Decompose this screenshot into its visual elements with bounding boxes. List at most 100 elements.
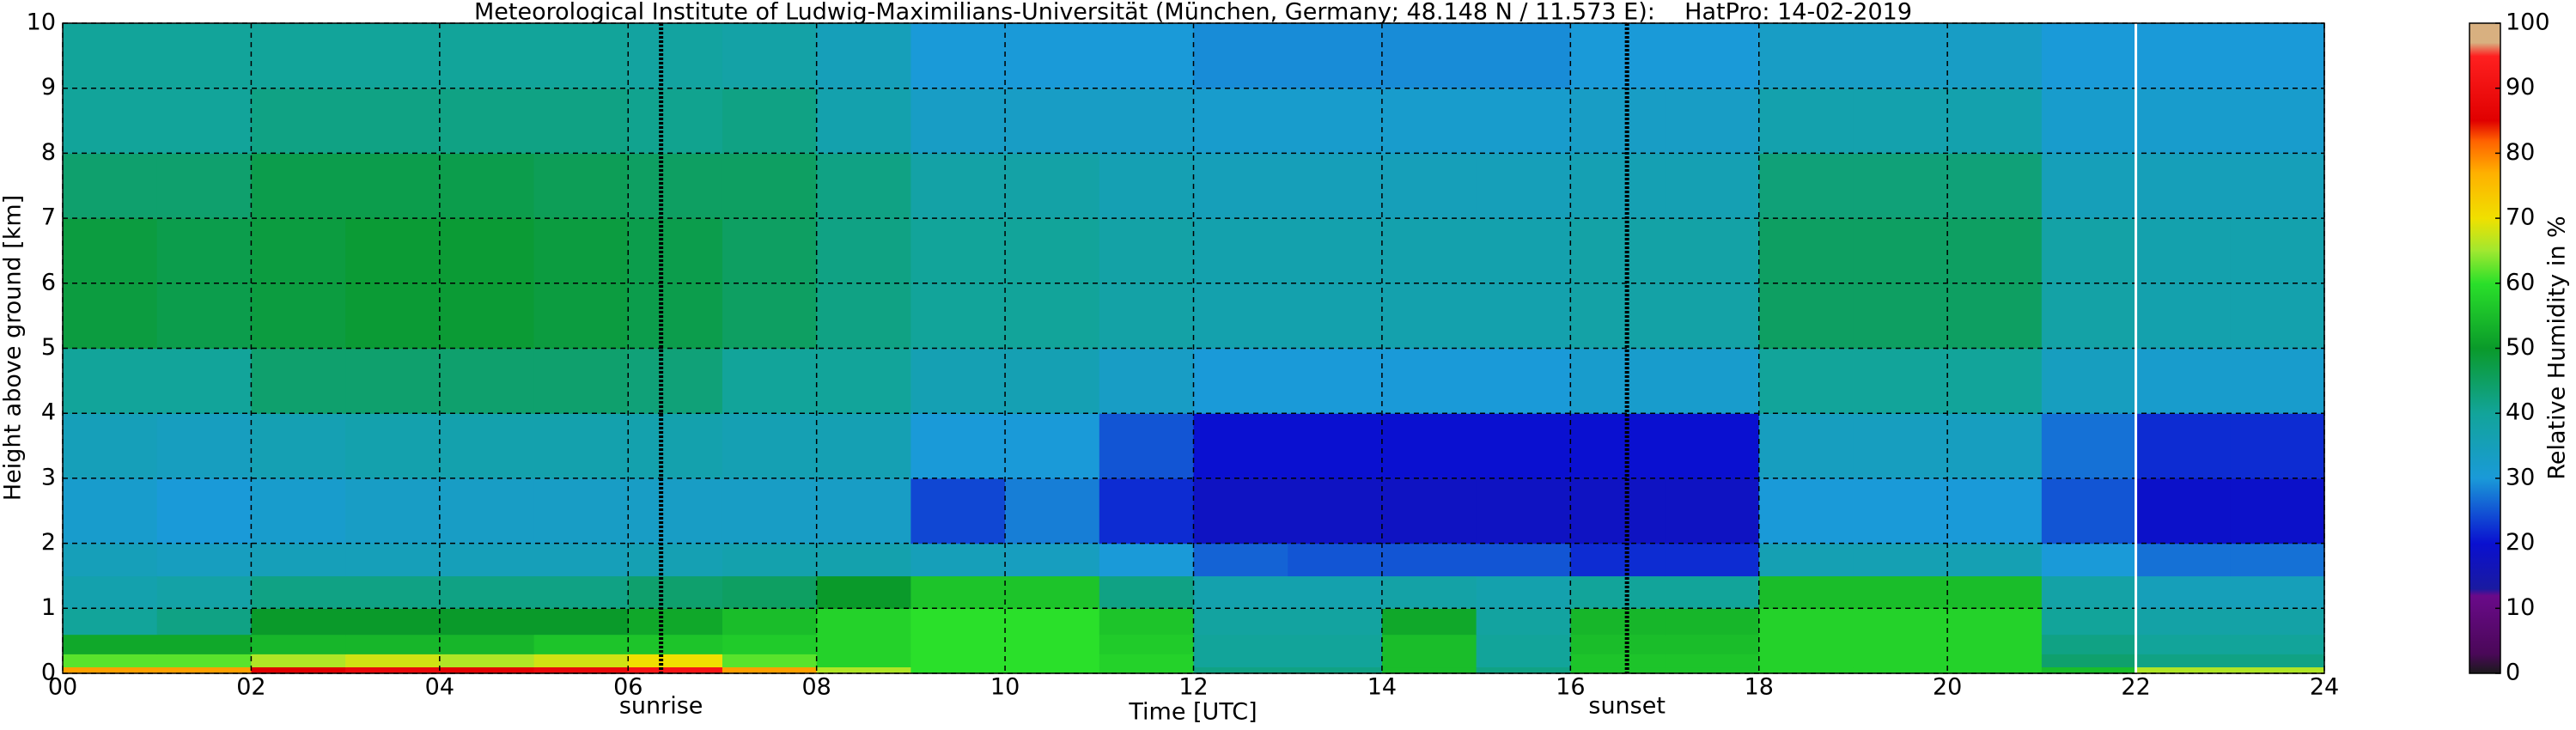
colorbar-segment <box>2469 595 2500 654</box>
heatmap-cell <box>1381 575 1477 609</box>
heatmap-cell <box>1193 543 1288 577</box>
heatmap-cell <box>345 575 441 609</box>
heatmap-cell <box>1288 654 1383 668</box>
heatmap-cell <box>2230 666 2325 674</box>
heatmap-cell <box>156 348 253 414</box>
heatmap-cell <box>63 23 158 89</box>
heatmap-cell <box>2135 666 2231 674</box>
heatmap-cell <box>2230 88 2325 154</box>
colorbar-segment <box>2469 588 2500 596</box>
heatmap-cell <box>439 413 535 479</box>
heatmap-cell <box>251 543 346 577</box>
heatmap-cell <box>2041 654 2137 668</box>
colorbar-segment <box>2469 173 2500 219</box>
heatmap-cell <box>533 654 629 668</box>
heatmap-cell <box>1853 413 1948 479</box>
heatmap-cell <box>1381 654 1477 668</box>
heatmap-cell <box>439 608 535 636</box>
y-tick-label: 5 <box>41 334 56 361</box>
heatmap-cell <box>628 413 723 479</box>
heatmap-cell <box>1193 88 1288 154</box>
heatmap-cell <box>63 575 158 609</box>
heatmap-cell <box>1476 634 1571 654</box>
heatmap-cell <box>533 634 629 654</box>
heatmap-cell <box>2041 478 2137 544</box>
y-tick-label: 8 <box>41 139 56 166</box>
heatmap-cell <box>439 88 535 154</box>
heatmap-cell <box>910 23 1006 89</box>
heatmap-cell <box>1381 23 1477 89</box>
heatmap-cell <box>251 23 346 89</box>
heatmap-cell <box>1758 23 1854 89</box>
heatmap-cell <box>533 153 629 219</box>
colorbar-tick-label: 50 <box>2506 334 2535 361</box>
heatmap-cell <box>722 23 818 89</box>
heatmap-cell <box>1758 413 1854 479</box>
heatmap-cell <box>1005 608 1100 636</box>
heatmap-cell <box>533 413 629 479</box>
y-tick-label: 3 <box>41 464 56 490</box>
heatmap-cell <box>1381 153 1477 219</box>
heatmap-cell <box>2041 23 2137 89</box>
x-axis-label: Time [UTC] <box>1128 699 1257 726</box>
heatmap-cell <box>2041 413 2137 479</box>
heatmap-cell <box>1099 413 1195 479</box>
heatmap-cell <box>1947 608 2043 636</box>
heatmap-cell <box>345 654 441 668</box>
x-tick-label: 02 <box>236 674 265 701</box>
heatmap-cell <box>816 413 911 479</box>
colorbar-tick-label: 10 <box>2506 594 2535 621</box>
heatmap-cell <box>63 153 158 219</box>
heatmap-cell <box>2041 88 2137 154</box>
heatmap-cell <box>1193 575 1288 609</box>
colorbar-tick-label: 40 <box>2506 399 2535 426</box>
heatmap-cell <box>628 478 723 544</box>
heatmap-cell <box>1288 413 1383 479</box>
heatmap-cell <box>533 666 629 674</box>
heatmap-cell <box>439 348 535 414</box>
heatmap-cell <box>63 348 158 414</box>
heatmap-cell <box>1947 88 2043 154</box>
heatmap-cell <box>1665 348 1760 414</box>
heatmap-cell <box>439 153 535 219</box>
heatmap-cell <box>910 654 1006 668</box>
heatmap-cell <box>2135 348 2231 414</box>
heatmap-cell <box>816 348 911 414</box>
heatmap-cell <box>628 666 723 674</box>
heatmap-cell <box>1758 543 1854 577</box>
heatmap-cell <box>2135 634 2231 654</box>
heatmap-cell <box>1853 575 1948 609</box>
colorbar-tick-label: 30 <box>2506 464 2535 490</box>
heatmap-cell <box>439 543 535 577</box>
heatmap-cell <box>628 543 723 577</box>
plot-frame <box>62 22 2325 674</box>
heatmap-cell <box>2230 478 2325 544</box>
heatmap-cell <box>1193 153 1288 219</box>
heatmap-cell <box>1665 634 1760 654</box>
heatmap-cell <box>2135 654 2231 668</box>
heatmap-cell <box>2041 634 2137 654</box>
colorbar-segment <box>2469 23 2500 44</box>
heatmap-cell <box>1853 348 1948 414</box>
heatmap-cell <box>910 88 1006 154</box>
heatmap-cell <box>816 478 911 544</box>
heatmap-cell <box>1853 153 1948 219</box>
heatmap-cell <box>2230 23 2325 89</box>
heatmap-cell <box>345 634 441 654</box>
colorbar-segment <box>2469 543 2500 590</box>
heatmap-cell <box>1099 634 1195 654</box>
colorbar-label: Relative Humidity in % <box>2544 216 2571 479</box>
y-tick-label: 6 <box>41 269 56 295</box>
heatmap-cell <box>251 634 346 654</box>
heatmap-cell <box>156 413 253 479</box>
heatmap-cell <box>1193 413 1288 479</box>
x-tick-label: 24 <box>2310 674 2339 701</box>
heatmap-cell <box>345 153 441 219</box>
heatmap-cell <box>1005 634 1100 654</box>
y-tick-label: 0 <box>41 660 56 686</box>
heatmap-cell <box>1570 413 1666 479</box>
heatmap-cell <box>1758 153 1854 219</box>
heatmap-cell <box>1758 634 1854 654</box>
heatmap-cell <box>2135 88 2231 154</box>
